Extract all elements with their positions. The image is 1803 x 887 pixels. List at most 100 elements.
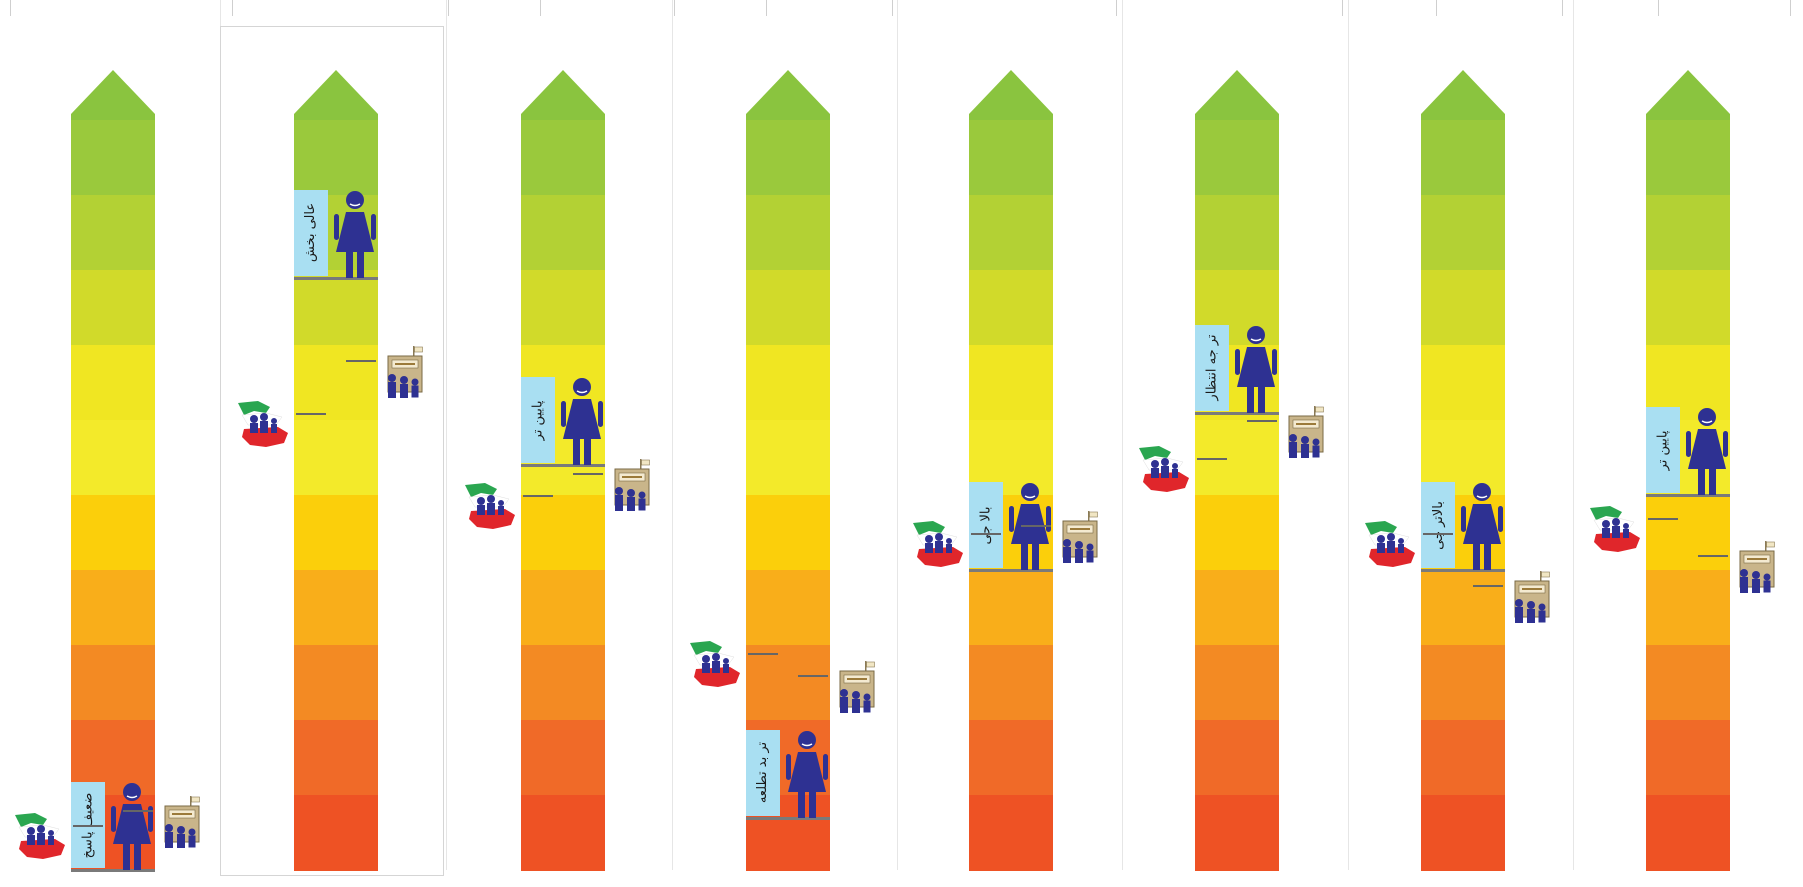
top-tick: [10, 0, 11, 16]
column-divider: [1122, 0, 1123, 870]
column-divider: [897, 0, 898, 870]
country-level-marker: [523, 495, 553, 497]
meter-segment: [1421, 120, 1505, 196]
country-map-flag-icon: [1139, 445, 1189, 492]
meter-segment: [294, 795, 378, 871]
meter-segment: [1646, 270, 1730, 346]
panel-8: پایین تر: [1573, 0, 1799, 887]
meter-segment: [1421, 570, 1505, 646]
meter-arrow-tip: [1646, 70, 1730, 120]
panel-4: تر بد تطلعه: [672, 0, 898, 887]
meter-segment: [969, 570, 1053, 646]
meter-segment: [1646, 195, 1730, 271]
girl-level-marker: [746, 816, 830, 820]
meter-segment: [969, 120, 1053, 196]
girl-level-marker: [521, 464, 605, 467]
country-map-flag-icon: [913, 520, 963, 567]
girl-score-card: پایین تر: [521, 377, 605, 465]
school-level-marker: [573, 472, 603, 475]
school-building-icon: [1514, 571, 1550, 623]
girl-score-card: بالا جی: [969, 482, 1053, 570]
column-divider: [446, 0, 447, 870]
meter-segment: [1646, 120, 1730, 196]
school-level-marker: [346, 360, 376, 362]
girl-figure-icon: [786, 730, 828, 818]
meter-segment: [71, 270, 155, 346]
meter-segment: [294, 720, 378, 796]
meter-segment: [746, 345, 830, 421]
country-map-flag-icon: [690, 640, 740, 687]
school-building-icon: [164, 796, 200, 848]
top-tick: [1658, 0, 1659, 16]
meter-segment: [71, 645, 155, 721]
meter-segment: [294, 495, 378, 571]
meter-segment: [521, 795, 605, 871]
country-map-flag-icon: [238, 400, 288, 447]
meter-arrow-tip: [969, 70, 1053, 120]
meter-segment: [1421, 645, 1505, 721]
meter-arrow-tip: [746, 70, 830, 120]
meter-segment: [746, 645, 830, 721]
meter-segment: [294, 345, 378, 421]
meter-segment: [71, 570, 155, 646]
school-building-icon: [1288, 406, 1324, 458]
performance-label-text: تر بد تطلعه: [755, 741, 771, 804]
top-tick: [1342, 0, 1343, 16]
performance-label: تر جه انتظار: [1195, 324, 1229, 411]
meter-segment: [71, 495, 155, 571]
top-tick: [232, 0, 233, 16]
school-level-marker: [798, 675, 828, 677]
meter-segment: [521, 120, 605, 196]
meter-segment: [1195, 120, 1279, 196]
meter-segment: [746, 195, 830, 271]
performance-label-text: پایین تر: [530, 400, 546, 440]
performance-label-text: عالی بخش: [303, 202, 319, 263]
country-level-marker: [296, 412, 326, 415]
panel-1: ضعیف پاسخ: [0, 0, 226, 887]
meter-segment: [1646, 720, 1730, 796]
column-divider: [1573, 0, 1574, 870]
meter-segment: [746, 120, 830, 196]
meter-segment: [294, 420, 378, 496]
girl-level-marker: [294, 276, 378, 280]
girl-level-marker: [1421, 569, 1505, 572]
meter-segment: [969, 270, 1053, 346]
meter-segment: [1195, 495, 1279, 571]
performance-label: عالی بخش: [294, 189, 328, 276]
meter-segment: [1421, 720, 1505, 796]
meter-segment: [969, 195, 1053, 271]
country-level-marker: [1423, 532, 1453, 535]
panel-3: پایین تر: [446, 0, 672, 887]
meter-segment: [1195, 795, 1279, 871]
girl-figure-icon: [1009, 483, 1051, 570]
performance-label: بالا جی: [969, 482, 1003, 568]
level-meter: [1195, 70, 1279, 871]
country-map-flag-icon: [15, 813, 65, 859]
performance-label: بالاتر جی: [1421, 482, 1455, 568]
meter-segment: [969, 345, 1053, 421]
top-tick: [1436, 0, 1437, 16]
level-meter: [969, 70, 1053, 871]
country-level-marker: [1197, 457, 1227, 460]
panel-5: بالا جی: [897, 0, 1123, 887]
meter-segment: [1646, 795, 1730, 871]
girl-figure-icon: [561, 378, 603, 465]
level-meter: [71, 70, 155, 871]
meter-arrow-tip: [1421, 70, 1505, 120]
meter-segment: [521, 495, 605, 571]
meter-segment: [1646, 570, 1730, 646]
meter-arrow-tip: [521, 70, 605, 120]
country-level-marker: [971, 532, 1001, 535]
top-tick: [1790, 0, 1791, 16]
top-tick: [674, 0, 675, 16]
girl-level-marker: [969, 569, 1053, 572]
panel-2: عالی بخش: [220, 0, 446, 887]
column-divider: [672, 0, 673, 870]
top-tick: [540, 0, 541, 16]
meter-segment: [521, 570, 605, 646]
top-tick: [766, 0, 767, 16]
country-map-flag-icon: [1590, 505, 1640, 552]
meter-arrow-tip: [1195, 70, 1279, 120]
performance-label-text: تر جه انتظار: [1204, 334, 1220, 401]
girl-score-card: پایین تر: [1646, 407, 1730, 495]
